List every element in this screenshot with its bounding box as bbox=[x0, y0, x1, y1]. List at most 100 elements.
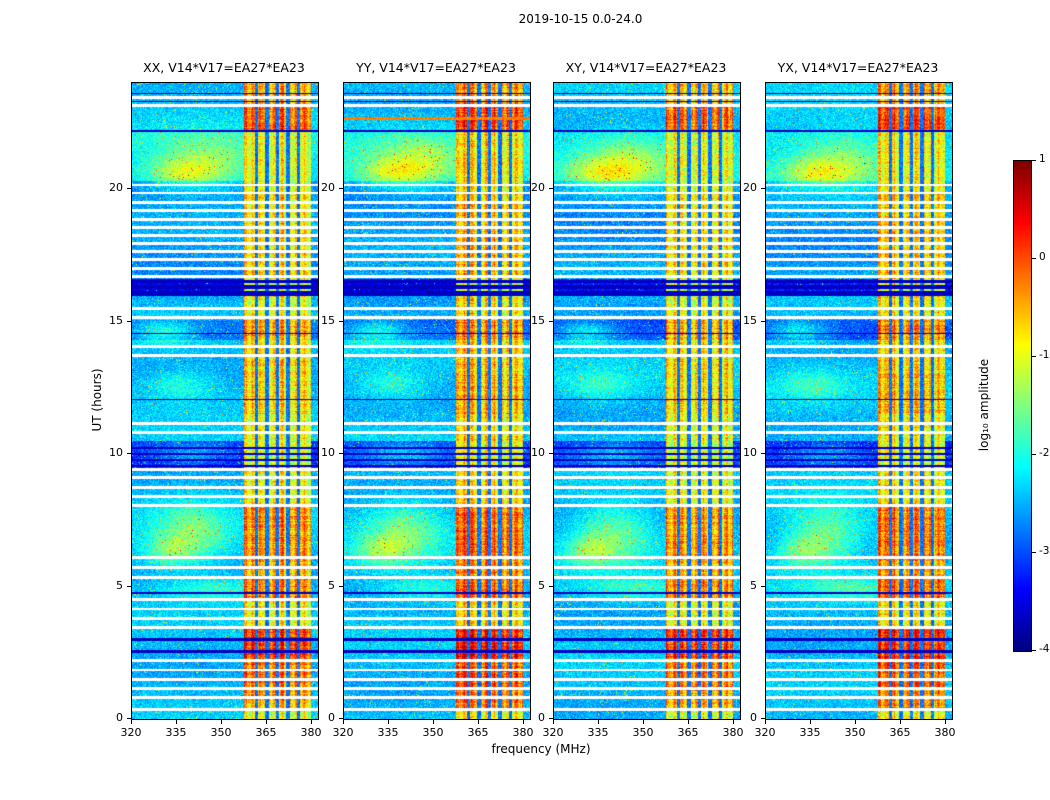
x-tick-mark bbox=[855, 720, 856, 724]
y-tick-label: 10 bbox=[531, 446, 545, 459]
x-tick-mark bbox=[478, 720, 479, 724]
y-tick-label: 15 bbox=[321, 313, 335, 327]
y-tick-label: 0 bbox=[538, 711, 545, 724]
x-tick-mark bbox=[131, 720, 132, 724]
y-tick-mark bbox=[127, 188, 131, 189]
figure-title: 2019-10-15 0.0-24.0 bbox=[518, 12, 643, 26]
x-tick-label: 335 bbox=[165, 726, 187, 739]
y-tick-mark bbox=[127, 320, 131, 322]
spectrogram-panel bbox=[765, 82, 953, 720]
y-tick-label: 0 bbox=[328, 711, 335, 724]
x-tick-label: 320 bbox=[120, 726, 142, 739]
y-tick-mark bbox=[761, 188, 765, 189]
colorbar-label: log₁₀ amplitude bbox=[977, 358, 991, 452]
x-tick-mark bbox=[523, 720, 524, 724]
x-tick-label: 365 bbox=[255, 726, 277, 739]
x-tick-mark bbox=[688, 720, 689, 724]
y-tick-mark bbox=[761, 718, 765, 719]
y-tick-label: 5 bbox=[538, 578, 545, 592]
x-tick-mark bbox=[733, 720, 734, 724]
x-tick-label: 335 bbox=[587, 726, 609, 739]
x-tick-mark bbox=[945, 720, 946, 724]
x-tick-label: 350 bbox=[844, 726, 866, 739]
colorbar-tick-label: -2 bbox=[1039, 447, 1050, 459]
x-tick-label: 320 bbox=[542, 726, 564, 739]
colorbar-tick-mark bbox=[1032, 160, 1036, 161]
x-tick-mark bbox=[388, 720, 389, 724]
colorbar-tick-mark bbox=[1032, 258, 1036, 259]
x-tick-mark bbox=[266, 720, 267, 724]
y-tick-mark bbox=[549, 453, 553, 454]
colorbar-tick-mark bbox=[1032, 650, 1036, 651]
x-tick-mark bbox=[221, 720, 222, 724]
y-tick-label: 0 bbox=[116, 711, 123, 724]
colorbar-gradient bbox=[1014, 161, 1031, 651]
y-tick-mark bbox=[549, 718, 553, 719]
y-tick-label: 20 bbox=[321, 181, 335, 194]
y-tick-label: 15 bbox=[109, 313, 123, 327]
y-tick-mark bbox=[339, 718, 343, 719]
spectrogram-panel bbox=[343, 82, 531, 720]
x-tick-mark bbox=[643, 720, 644, 724]
x-tick-label: 335 bbox=[377, 726, 399, 739]
spectrogram-panel bbox=[553, 82, 741, 720]
x-tick-label: 320 bbox=[332, 726, 354, 739]
spectrogram-canvas bbox=[554, 83, 740, 719]
panel-title: YX, V14*V17=EA27*EA23 bbox=[777, 60, 939, 75]
y-tick-mark bbox=[549, 585, 553, 587]
y-tick-mark bbox=[127, 453, 131, 454]
y-tick-mark bbox=[339, 188, 343, 189]
y-tick-mark bbox=[339, 453, 343, 454]
x-tick-mark bbox=[433, 720, 434, 724]
x-tick-label: 380 bbox=[300, 726, 322, 739]
colorbar-tick-label: 1 bbox=[1039, 153, 1046, 165]
x-tick-label: 350 bbox=[422, 726, 444, 739]
colorbar-tick-label: -4 bbox=[1039, 643, 1050, 655]
x-tick-mark bbox=[311, 720, 312, 724]
y-tick-label: 15 bbox=[531, 313, 545, 327]
panel-title: YY, V14*V17=EA27*EA23 bbox=[356, 60, 516, 75]
x-tick-mark bbox=[553, 720, 554, 724]
y-tick-label: 20 bbox=[743, 181, 757, 194]
spectrogram-panel bbox=[131, 82, 319, 720]
colorbar-tick-label: 0 bbox=[1039, 251, 1046, 263]
y-tick-label: 15 bbox=[743, 313, 757, 327]
y-tick-label: 10 bbox=[743, 446, 757, 459]
y-tick-mark bbox=[761, 453, 765, 454]
x-tick-label: 350 bbox=[632, 726, 654, 739]
x-tick-mark bbox=[598, 720, 599, 724]
colorbar-tick-label: -1 bbox=[1039, 349, 1050, 361]
x-tick-mark bbox=[900, 720, 901, 724]
y-tick-label: 10 bbox=[321, 446, 335, 459]
y-tick-mark bbox=[549, 320, 553, 322]
x-tick-label: 335 bbox=[799, 726, 821, 739]
colorbar bbox=[1013, 160, 1032, 652]
spectrogram-canvas bbox=[344, 83, 530, 719]
y-tick-mark bbox=[127, 718, 131, 719]
x-tick-mark bbox=[343, 720, 344, 724]
x-tick-label: 350 bbox=[210, 726, 232, 739]
y-tick-label: 20 bbox=[109, 181, 123, 194]
y-tick-label: 5 bbox=[328, 578, 335, 592]
y-tick-mark bbox=[127, 585, 131, 587]
x-tick-label: 365 bbox=[467, 726, 489, 739]
y-tick-label: 5 bbox=[750, 578, 757, 592]
x-tick-label: 380 bbox=[512, 726, 534, 739]
colorbar-tick-label: -3 bbox=[1039, 545, 1050, 557]
y-axis-label: UT (hours) bbox=[90, 368, 104, 432]
x-axis-label: frequency (MHz) bbox=[491, 742, 591, 756]
colorbar-tick-mark bbox=[1032, 356, 1036, 357]
y-tick-label: 5 bbox=[116, 578, 123, 592]
panel-title: XY, V14*V17=EA27*EA23 bbox=[565, 60, 727, 75]
colorbar-tick-mark bbox=[1032, 454, 1036, 455]
x-tick-label: 380 bbox=[722, 726, 744, 739]
y-tick-mark bbox=[761, 585, 765, 587]
y-tick-label: 20 bbox=[531, 181, 545, 194]
y-tick-mark bbox=[761, 320, 765, 322]
colorbar-tick-mark bbox=[1032, 552, 1036, 553]
x-tick-label: 365 bbox=[889, 726, 911, 739]
y-tick-mark bbox=[339, 585, 343, 587]
x-tick-label: 380 bbox=[934, 726, 956, 739]
y-tick-mark bbox=[549, 188, 553, 189]
